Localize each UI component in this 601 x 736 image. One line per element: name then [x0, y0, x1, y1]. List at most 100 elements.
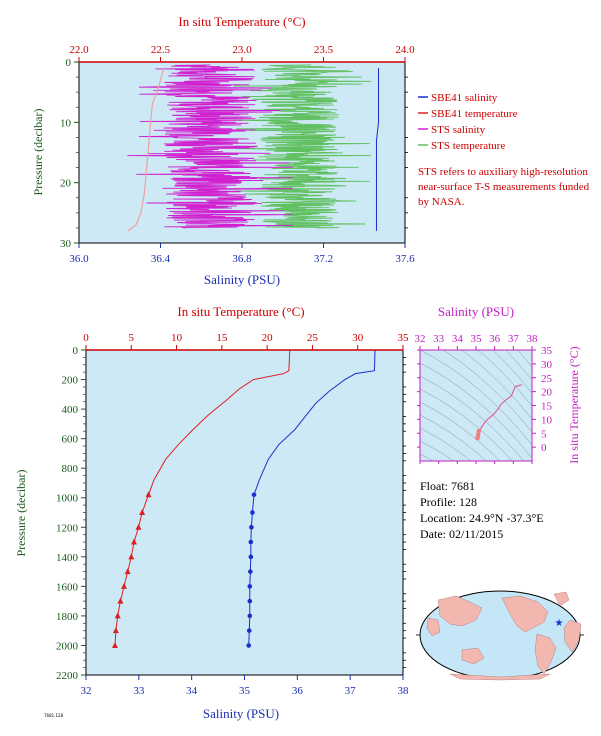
bottom-x-tick-label: 35: [239, 685, 251, 697]
top-y-tick-label: 30: [60, 238, 72, 250]
salinity-marker: [251, 492, 257, 498]
bottom-y-tick-label: 1800: [56, 611, 79, 623]
sts-note: STS refers to auxiliary high-resolution …: [418, 166, 590, 208]
float-id: Float: 7681: [420, 479, 476, 493]
density-isoline: [477, 350, 532, 407]
footer-id: 7681.128: [44, 713, 64, 718]
bottom-plot-series: [111, 349, 376, 648]
bottom-x2-tick-label: 30: [352, 332, 364, 344]
salinity-marker: [247, 613, 253, 619]
ts-point: [476, 428, 481, 434]
density-isoline: [420, 440, 455, 461]
top-x2-axis-label: In situ Temperature (°C): [178, 14, 305, 29]
density-isoline: [420, 388, 513, 461]
ts-y-tick-label: 5: [541, 428, 547, 440]
ts-x-tick-label: 38: [527, 333, 539, 345]
near-surface-profile-chart: 36.0 36.4 36.8 37.2 37.6 22.0 22.5 23.0 23.5 24.0…: [31, 14, 518, 287]
top-y-tick-label: 20: [60, 178, 72, 190]
bottom-x2-tick-label: 5: [129, 332, 135, 344]
temperature-marker: [128, 553, 135, 560]
density-isoline: [420, 350, 532, 446]
land-south-asia: [426, 617, 441, 637]
density-isoline: [420, 362, 532, 459]
ts-y-tick-label: 35: [541, 345, 553, 357]
sbe41-salinity-profile-line: [248, 349, 376, 646]
land-north-america: [501, 595, 549, 633]
profile-number: Profile: 128: [420, 495, 477, 509]
float-position-star-icon: ★: [555, 618, 564, 629]
full-depth-profile-chart: 32 33 34 35 36 37 38 0 5 10 15 20 25 30 35 0 200 400 600 80…: [14, 304, 409, 721]
bottom-y-tick-label: 1400: [56, 552, 79, 564]
bottom-x2-tick-label: 15: [216, 332, 228, 344]
salinity-marker: [248, 554, 254, 560]
bottom-y-tick-label: 2200: [56, 670, 79, 682]
world-map-inset: ★: [416, 590, 584, 681]
legend-entry-sts-salinity: STS salinity: [431, 124, 486, 136]
salinity-marker: [247, 584, 253, 589]
land-eurasia-west: [437, 595, 483, 627]
bottom-x2-tick-label: 35: [398, 332, 410, 344]
ts-y-tick-label: 15: [541, 401, 553, 413]
bottom-plot-background: [86, 350, 403, 675]
salinity-marker: [249, 524, 254, 530]
legend-entry-sts-temperature: STS temperature: [431, 140, 505, 152]
land-antarctica: [449, 673, 551, 681]
temperature-marker: [112, 627, 119, 634]
top-x2-tick-label: 22.0: [69, 44, 89, 56]
temperature-marker: [131, 538, 138, 545]
bottom-x-axis-label: Salinity (PSU): [203, 706, 279, 721]
temperature-marker: [121, 582, 128, 589]
salinity-marker: [246, 628, 252, 633]
temperature-marker: [117, 597, 124, 604]
salinity-marker: [247, 598, 253, 604]
density-isoline: [505, 350, 532, 381]
land-greenland: [553, 591, 570, 607]
float-location: Location: 24.9°N -37.3°E: [420, 511, 544, 525]
top-x-tick-label: 37.2: [314, 253, 333, 265]
ts-y-axis-label: In situ Temperature (°C): [567, 346, 581, 463]
density-isoline: [420, 427, 472, 461]
legend-entry-sbe41-salinity: SBE41 salinity: [431, 92, 498, 104]
ts-x-tick-label: 32: [415, 333, 426, 345]
density-isoline: [492, 350, 532, 394]
temperature-marker: [124, 568, 131, 575]
salinity-marker: [248, 569, 253, 574]
bottom-x2-tick-label: 25: [307, 332, 319, 344]
sbe41-salinity-line: [375, 68, 380, 231]
density-isoline: [517, 350, 532, 368]
bottom-y-tick-label: 0: [73, 345, 79, 357]
density-isoline: [442, 350, 532, 433]
land-south-america: [534, 633, 557, 675]
temperature-marker: [111, 641, 118, 648]
bottom-x2-tick-label: 10: [171, 332, 183, 344]
density-isoline: [420, 375, 525, 461]
bottom-x-tick-label: 34: [186, 685, 198, 697]
top-plot-background: [79, 62, 405, 243]
land-australia: [461, 647, 485, 665]
sts-salinity-line: [127, 64, 293, 229]
bottom-x2-tick-label: 0: [83, 332, 89, 344]
bottom-x2-axis-label: In situ Temperature (°C): [177, 304, 304, 319]
temperature-marker: [114, 612, 121, 619]
top-y-tick-label: 10: [60, 117, 72, 129]
top-x2-tick-label: 22.5: [151, 44, 171, 56]
top-x-tick-label: 37.6: [395, 253, 415, 265]
top-x2-tick-label: 23.5: [314, 44, 334, 56]
salinity-marker: [246, 643, 252, 648]
sbe41-temperature-line: [127, 67, 165, 232]
ts-x-tick-label: 36: [489, 333, 501, 345]
density-isoline: [420, 414, 487, 461]
top-plot-series: [127, 64, 380, 232]
legend-entry-sbe41-temperature: SBE41 temperature: [431, 108, 518, 120]
top-x-tick-label: 36.0: [69, 253, 89, 265]
bottom-y-tick-label: 1200: [56, 522, 79, 534]
salinity-marker: [248, 539, 254, 545]
density-isoline: [420, 401, 501, 461]
temperature-marker: [139, 509, 146, 515]
bottom-x-tick-label: 37: [345, 685, 357, 697]
ts-x-axis-label: Salinity (PSU): [438, 304, 514, 319]
bottom-y-tick-label: 2000: [56, 640, 79, 652]
